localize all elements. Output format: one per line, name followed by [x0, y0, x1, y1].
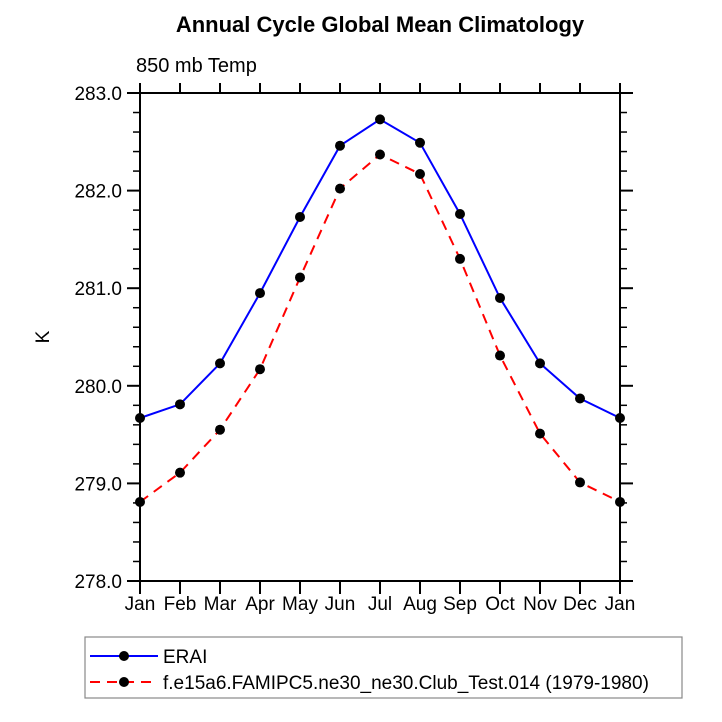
- data-point-marker: [175, 467, 185, 478]
- data-point-marker: [615, 413, 625, 424]
- y-tick-label: 278.0: [74, 572, 122, 593]
- y-tick-label: 282.0: [74, 182, 122, 203]
- legend-marker: [119, 651, 129, 661]
- legend-label: ERAI: [163, 647, 207, 668]
- x-tick-label: Apr: [245, 594, 275, 615]
- x-tick-label: Jan: [605, 594, 636, 615]
- data-point-marker: [375, 149, 385, 160]
- plot-frame: [139, 92, 621, 582]
- x-tick-label: Jun: [325, 594, 356, 615]
- data-point-marker: [415, 137, 425, 148]
- data-point-marker: [375, 114, 385, 125]
- legend-label: f.e15a6.FAMIPC5.ne30_ne30.Club_Test.014 …: [163, 673, 649, 694]
- data-point-marker: [495, 350, 505, 361]
- data-point-marker: [535, 428, 545, 439]
- data-point-marker: [255, 364, 265, 375]
- data-point-marker: [335, 140, 345, 151]
- y-tick-label: 279.0: [74, 474, 122, 495]
- data-point-marker: [175, 399, 185, 410]
- y-tick-label: 281.0: [74, 279, 122, 300]
- data-point-marker: [575, 477, 585, 488]
- data-point-marker: [135, 413, 145, 424]
- data-point-marker: [455, 253, 465, 264]
- x-tick-label: May: [282, 594, 318, 615]
- data-point-marker: [495, 292, 505, 303]
- data-point-marker: [295, 272, 305, 283]
- y-tick-label: 280.0: [74, 377, 122, 398]
- legend-marker: [119, 677, 129, 687]
- data-point-marker: [415, 169, 425, 180]
- x-tick-label: Dec: [563, 594, 597, 615]
- data-point-marker: [615, 496, 625, 507]
- data-point-marker: [295, 211, 305, 222]
- x-tick-label: Sep: [443, 594, 477, 615]
- data-point-marker: [575, 393, 585, 404]
- data-point-marker: [135, 496, 145, 507]
- x-tick-label: Feb: [164, 594, 197, 615]
- data-point-marker: [535, 358, 545, 369]
- data-point-marker: [455, 209, 465, 220]
- chart-title: Annual Cycle Global Mean Climatology: [175, 12, 585, 37]
- data-point-marker: [215, 424, 225, 435]
- x-tick-label: Nov: [523, 594, 557, 615]
- chart-subtitle: 850 mb Temp: [136, 55, 257, 77]
- data-point-marker: [215, 358, 225, 369]
- y-tick-label: 283.0: [74, 84, 122, 105]
- x-tick-label: Mar: [204, 594, 237, 615]
- erai-line: [139, 118, 621, 419]
- x-tick-label: Jul: [368, 594, 392, 615]
- legend-box: [84, 636, 683, 699]
- x-tick-label: Aug: [403, 594, 437, 615]
- x-tick-label: Jan: [125, 594, 156, 615]
- x-tick-label: Oct: [485, 594, 515, 615]
- model-line: [139, 153, 621, 503]
- data-point-marker: [255, 288, 265, 299]
- data-point-marker: [335, 183, 345, 194]
